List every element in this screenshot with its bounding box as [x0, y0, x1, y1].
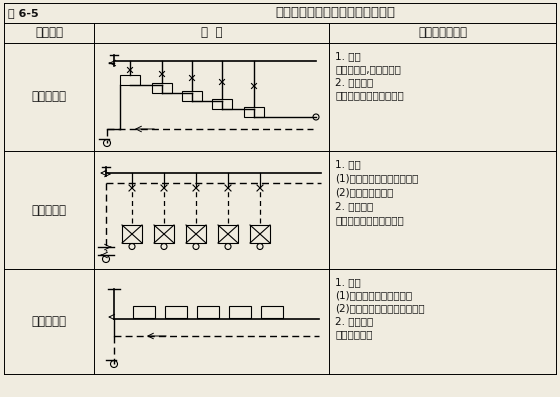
Text: 图  式: 图 式 — [200, 27, 222, 39]
Bar — [182, 91, 202, 101]
Text: 高压蒸汽采暖系统常用的几种型式: 高压蒸汽采暖系统常用的几种型式 — [275, 6, 395, 19]
Bar — [120, 75, 140, 85]
Text: (1)除节省地沟外检修方便。: (1)除节省地沟外检修方便。 — [335, 173, 418, 183]
Text: 单层公用建筑或工业厂房: 单层公用建筑或工业厂房 — [335, 90, 404, 100]
Text: 上供上回式: 上供上回式 — [31, 204, 67, 216]
Bar — [133, 306, 155, 318]
Text: 1. 特点: 1. 特点 — [335, 159, 361, 169]
Text: 常用的做法,可节约地沟: 常用的做法,可节约地沟 — [335, 64, 401, 74]
Bar — [197, 306, 219, 318]
Bar — [212, 99, 232, 109]
Text: 2. 适用范围: 2. 适用范围 — [335, 316, 374, 326]
Text: 特点及适用范围: 特点及适用范围 — [418, 27, 467, 39]
Text: 上供下回式: 上供下回式 — [31, 91, 67, 104]
Text: (1)构造最简单、造价低。: (1)构造最简单、造价低。 — [335, 290, 412, 300]
Bar — [152, 83, 172, 93]
Text: 工业厂房暖风机供暖系统: 工业厂房暖风机供暖系统 — [335, 215, 404, 225]
Bar — [261, 306, 283, 318]
Text: 表 6-5: 表 6-5 — [8, 8, 39, 18]
Text: 1. 特点: 1. 特点 — [335, 51, 361, 61]
Bar — [250, 225, 270, 243]
Text: 1. 特点: 1. 特点 — [335, 277, 361, 287]
Bar — [165, 306, 187, 318]
Text: 型式名称: 型式名称 — [35, 27, 63, 39]
Text: 水平串联式: 水平串联式 — [31, 315, 67, 328]
Bar — [229, 306, 251, 318]
Bar — [186, 225, 206, 243]
Bar — [154, 225, 174, 243]
Text: 2. 适用范围: 2. 适用范围 — [335, 201, 374, 211]
Bar — [122, 225, 142, 243]
Text: 2. 适用范围: 2. 适用范围 — [335, 77, 374, 87]
Text: (2)系统泄水不便。: (2)系统泄水不便。 — [335, 187, 393, 197]
Text: (2)散热器接口处易漏水漏汽。: (2)散热器接口处易漏水漏汽。 — [335, 303, 424, 313]
Text: 单层公用建筑: 单层公用建筑 — [335, 329, 372, 339]
Bar — [218, 225, 238, 243]
Bar — [244, 107, 264, 117]
